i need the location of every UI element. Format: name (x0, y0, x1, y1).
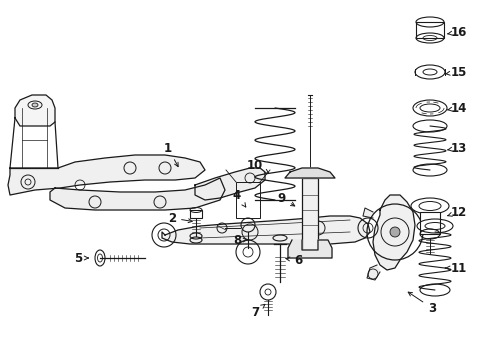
Circle shape (389, 227, 399, 237)
Polygon shape (195, 168, 264, 200)
Ellipse shape (32, 103, 38, 107)
Text: 7: 7 (250, 304, 264, 319)
Polygon shape (285, 168, 334, 178)
Text: 15: 15 (445, 66, 466, 78)
Polygon shape (366, 265, 379, 280)
Polygon shape (8, 155, 204, 195)
Polygon shape (372, 195, 414, 270)
Text: 9: 9 (277, 192, 294, 206)
Polygon shape (50, 178, 224, 210)
Text: 14: 14 (447, 102, 466, 114)
Text: 16: 16 (447, 26, 466, 39)
Bar (419, 212, 439, 234)
Bar (190, 210, 202, 218)
Text: 1: 1 (163, 141, 178, 167)
Text: 13: 13 (447, 141, 466, 154)
Bar (302, 178, 317, 250)
Text: 3: 3 (407, 292, 435, 315)
Polygon shape (15, 95, 55, 126)
Text: 4: 4 (232, 189, 245, 207)
Text: 5: 5 (74, 252, 88, 265)
Text: 11: 11 (445, 261, 466, 274)
Text: 6: 6 (285, 253, 302, 266)
Bar (236, 182, 260, 218)
Bar (415, 22, 443, 38)
Polygon shape (162, 216, 369, 244)
Polygon shape (362, 208, 372, 218)
Polygon shape (287, 240, 331, 258)
Text: 8: 8 (232, 234, 246, 247)
Text: 12: 12 (447, 206, 466, 219)
Text: 10: 10 (246, 158, 268, 173)
Text: 2: 2 (167, 212, 192, 225)
